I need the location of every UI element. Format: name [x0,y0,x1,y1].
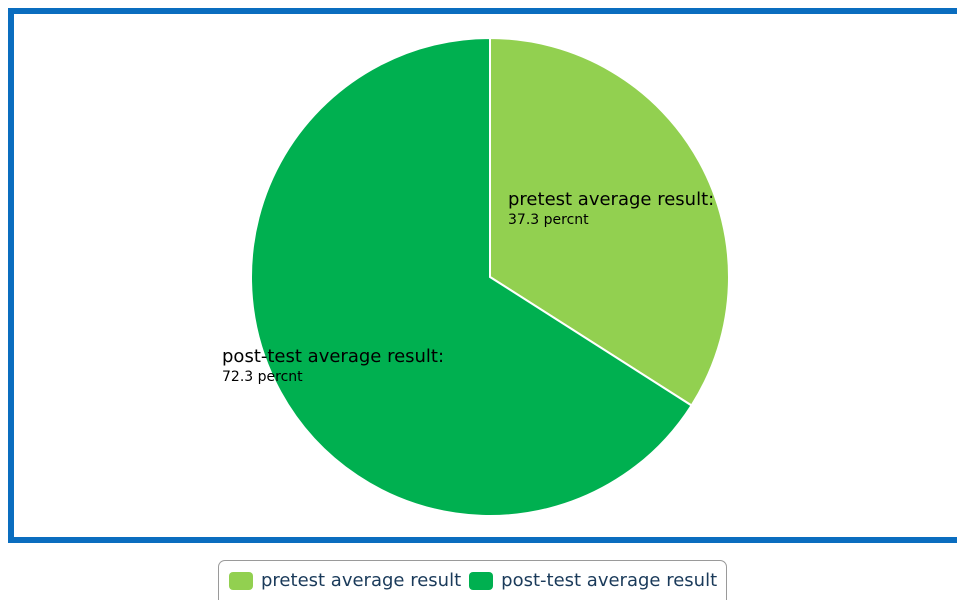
pie-slice-posttest[interactable] [250,36,693,517]
legend-swatch-posttest [469,571,494,590]
slice-label-pretest-name: pretest average result: [508,189,715,210]
slice-label-posttest-value: 72.3 percnt [222,369,303,385]
legend-item-posttest[interactable]: post-test average result [469,570,717,591]
slice-label-posttest-name: post-test average result: [222,346,445,367]
slice-label-posttest: post-test average result: 72.3 percnt [222,346,444,386]
legend-item-pretest[interactable]: pretest average result [229,570,461,591]
legend: pretest average result post-test average… [218,560,728,600]
slice-label-pretest-value: 37.3 percnt [508,212,589,228]
legend-swatch-pretest [229,571,253,590]
slice-label-pretest: pretest average result: 37.3 percnt [508,189,714,229]
pie-slice-pretest[interactable] [489,36,730,407]
legend-label-pretest: pretest average result [261,570,462,591]
legend-label-posttest: post-test average result [501,570,718,591]
